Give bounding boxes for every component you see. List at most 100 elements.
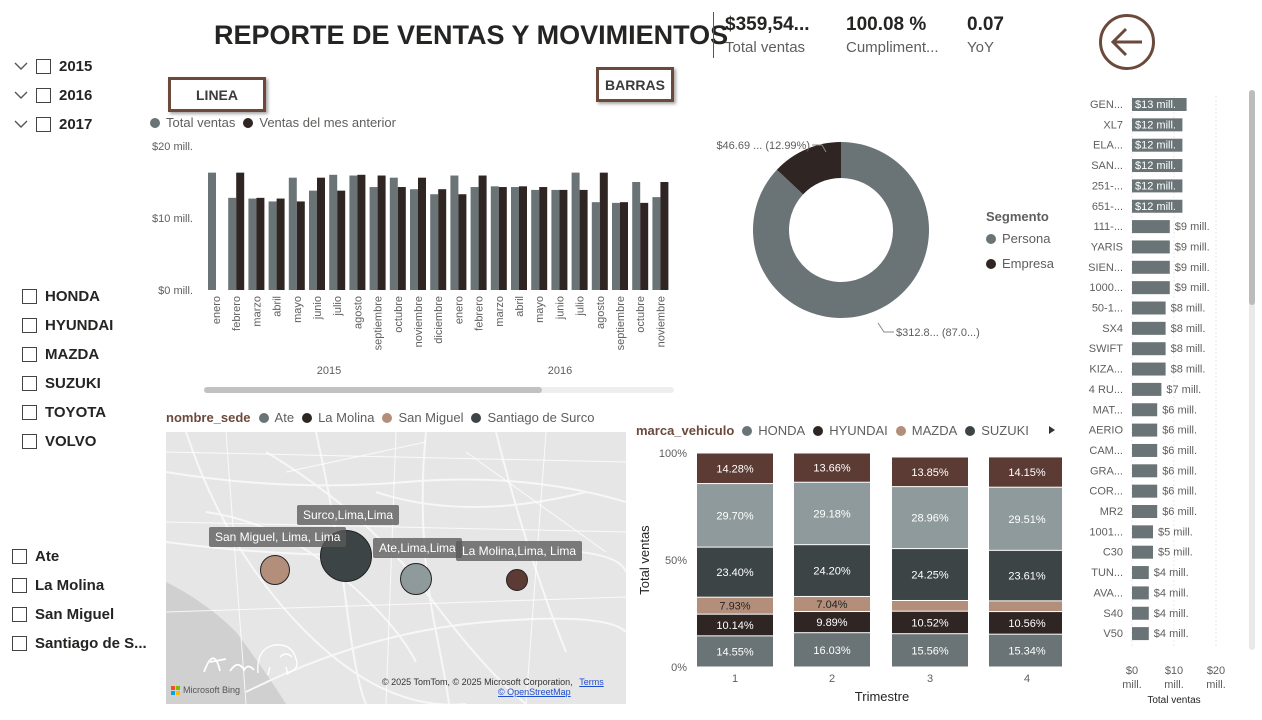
stack-segment[interactable] (794, 612, 870, 633)
stack-segment[interactable] (794, 482, 870, 545)
checkbox[interactable] (12, 578, 27, 593)
donut-slice-empresa[interactable] (776, 142, 841, 195)
bar-total-ventas[interactable] (329, 174, 338, 290)
legend-next-icon[interactable] (1046, 424, 1058, 436)
model-bar[interactable] (1132, 464, 1158, 478)
year-option[interactable]: 2017 (14, 110, 92, 139)
bar-total-ventas[interactable] (288, 177, 297, 290)
checkbox[interactable] (22, 405, 37, 420)
bar-total-ventas[interactable] (571, 172, 580, 290)
bar-mes-anterior[interactable] (418, 177, 426, 290)
terms-link[interactable]: Terms (579, 677, 604, 687)
bar-mes-anterior[interactable] (317, 177, 325, 290)
checkbox[interactable] (12, 607, 27, 622)
bar-mes-anterior[interactable] (640, 202, 649, 290)
model-bar[interactable] (1132, 98, 1187, 111)
bar-total-ventas[interactable] (430, 194, 439, 290)
stack-segment[interactable] (989, 487, 1062, 550)
site-option[interactable]: Ate (12, 542, 147, 571)
bar-total-ventas[interactable] (511, 187, 519, 290)
map-bubble-san-miguel[interactable] (260, 555, 290, 585)
checkbox[interactable] (22, 318, 37, 333)
bar-mes-anterior[interactable] (599, 172, 608, 290)
bar-total-ventas[interactable] (652, 197, 661, 290)
stack-segment[interactable] (697, 597, 773, 614)
site-option[interactable]: La Molina (12, 571, 147, 600)
stack-segment[interactable] (697, 547, 773, 597)
bar-mes-anterior[interactable] (458, 194, 467, 290)
brand-option[interactable]: SUZUKI (22, 369, 113, 398)
model-bar[interactable] (1132, 281, 1170, 295)
model-bar[interactable] (1132, 606, 1149, 620)
checkbox[interactable] (22, 347, 37, 362)
bar-total-ventas[interactable] (309, 190, 317, 290)
model-bar[interactable] (1132, 423, 1158, 437)
stack-segment[interactable] (892, 600, 968, 611)
bar-mes-anterior[interactable] (357, 174, 366, 290)
checkbox[interactable] (22, 289, 37, 304)
chevron-down-icon[interactable] (14, 91, 28, 100)
bar-total-ventas[interactable] (531, 189, 540, 290)
osm-link[interactable]: © OpenStreetMap (498, 687, 571, 697)
stack-segment[interactable] (892, 487, 968, 549)
brand-option[interactable]: MAZDA (22, 340, 113, 369)
map-bubble-ate[interactable] (400, 563, 432, 595)
donut-slice-persona[interactable] (753, 142, 929, 318)
model-bar[interactable] (1132, 118, 1183, 132)
stack-segment[interactable] (697, 636, 773, 667)
model-bar[interactable] (1132, 566, 1149, 580)
model-bar[interactable] (1132, 321, 1166, 335)
checkbox[interactable] (22, 434, 37, 449)
model-bar[interactable] (1132, 342, 1166, 356)
bar-total-ventas[interactable] (248, 198, 257, 290)
model-bar[interactable] (1132, 199, 1183, 213)
bar-mes-anterior[interactable] (539, 187, 548, 290)
year-option[interactable]: 2015 (14, 52, 92, 81)
stack-segment[interactable] (794, 633, 870, 667)
model-bar[interactable] (1132, 362, 1166, 376)
bar-mes-anterior[interactable] (579, 189, 588, 290)
model-bar[interactable] (1132, 627, 1149, 641)
chevron-down-icon[interactable] (14, 62, 28, 71)
bar-mes-anterior[interactable] (397, 187, 406, 290)
checkbox[interactable] (12, 549, 27, 564)
stack-segment[interactable] (794, 545, 870, 596)
bar-mes-anterior[interactable] (660, 182, 669, 290)
bar-mes-anterior[interactable] (559, 189, 568, 290)
model-bar[interactable] (1132, 301, 1166, 315)
bar-total-ventas[interactable] (490, 186, 499, 290)
bar-total-ventas[interactable] (612, 202, 620, 290)
bar-mes-anterior[interactable] (276, 198, 285, 290)
bar-total-ventas[interactable] (268, 201, 277, 290)
model-bar[interactable] (1132, 159, 1183, 173)
stack-segment[interactable] (892, 611, 968, 634)
bar-mes-anterior[interactable] (519, 186, 527, 290)
stack-segment[interactable] (697, 484, 773, 547)
models-scroll-thumb[interactable] (1249, 90, 1255, 305)
site-option[interactable]: Santiago de S... (12, 629, 147, 658)
stack-segment[interactable] (989, 612, 1062, 634)
model-bar[interactable] (1132, 525, 1153, 539)
bar-mes-anterior[interactable] (236, 172, 245, 290)
stack-segment[interactable] (794, 453, 870, 482)
checkbox[interactable] (36, 59, 51, 74)
stack-segment[interactable] (697, 453, 773, 484)
bar-total-ventas[interactable] (410, 189, 418, 290)
model-bar[interactable] (1132, 220, 1170, 234)
stack-segment[interactable] (989, 550, 1062, 601)
bar-mes-anterior[interactable] (620, 202, 628, 290)
brand-option[interactable]: TOYOTA (22, 398, 113, 427)
bar-mes-anterior[interactable] (296, 201, 305, 290)
bar-total-ventas[interactable] (470, 187, 479, 290)
model-bar[interactable] (1132, 138, 1183, 152)
brand-option[interactable]: HYUNDAI (22, 311, 113, 340)
bar-total-ventas[interactable] (208, 172, 216, 290)
bar-total-ventas[interactable] (228, 197, 237, 290)
checkbox[interactable] (36, 88, 51, 103)
stack-segment[interactable] (989, 457, 1062, 487)
models-scroll-track[interactable] (1249, 90, 1255, 650)
barras-button[interactable]: BARRAS (596, 67, 674, 102)
back-button[interactable] (1099, 14, 1155, 70)
bar-mes-anterior[interactable] (256, 197, 265, 290)
bar-total-ventas[interactable] (389, 177, 398, 290)
